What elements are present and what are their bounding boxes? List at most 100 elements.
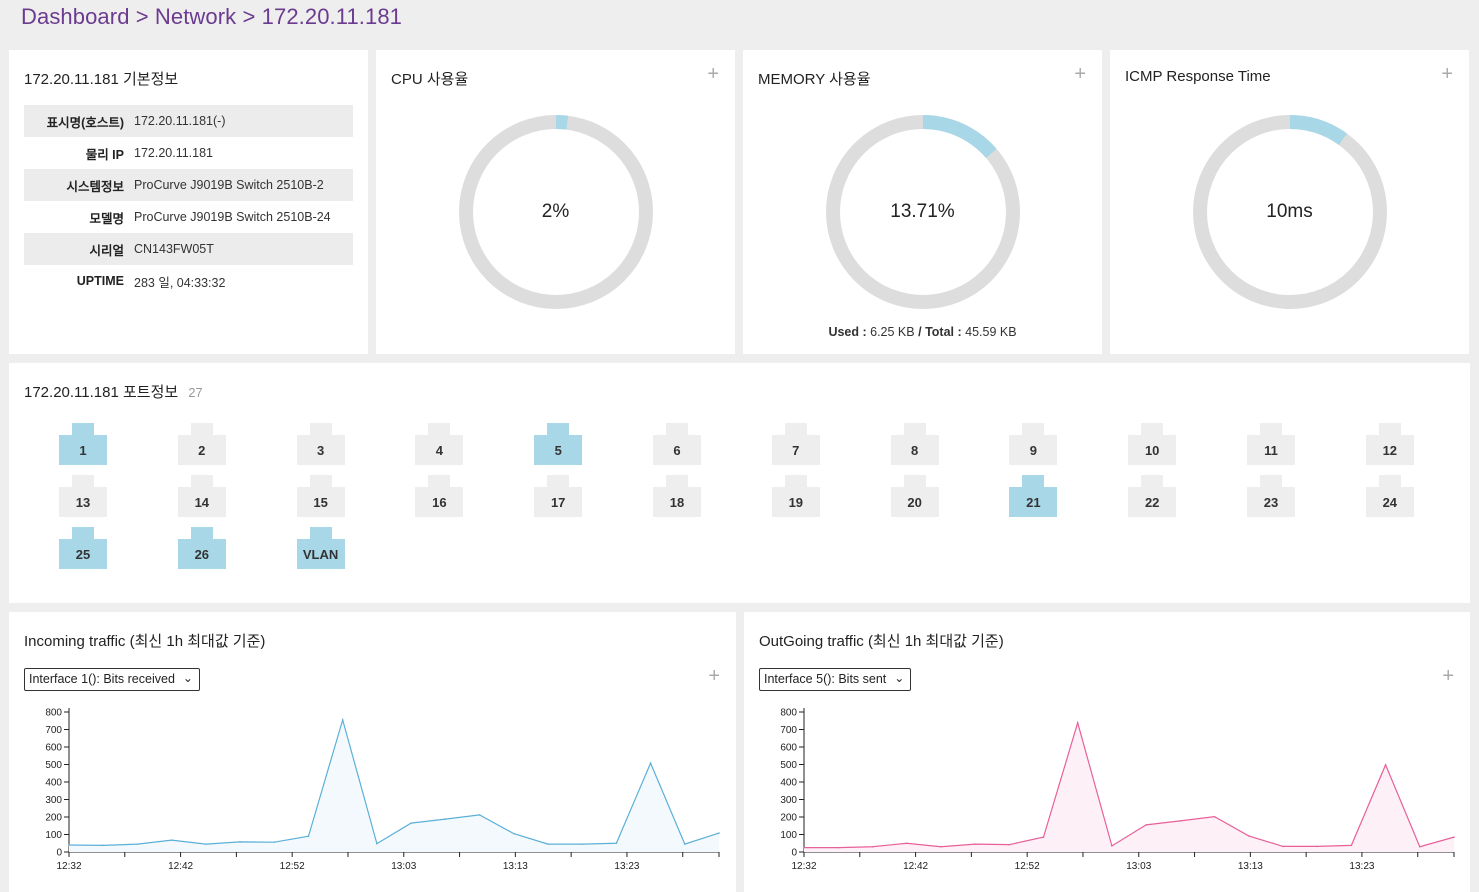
x-tick-label: 12:42 [903, 861, 928, 872]
port-tab [309, 423, 332, 437]
port-label: 10 [1128, 435, 1177, 465]
port-tab [428, 475, 451, 489]
port-2[interactable]: 2 [177, 423, 226, 465]
port-tab [72, 527, 94, 541]
expand-plus-icon[interactable]: + [1074, 63, 1086, 85]
expand-plus-icon[interactable]: + [1441, 63, 1453, 85]
port-tab [1022, 475, 1045, 489]
series-area [804, 722, 1454, 852]
data-point [341, 719, 344, 721]
port-25[interactable]: 25 [59, 527, 107, 569]
port-8[interactable]: 8 [890, 423, 939, 465]
port-tab [903, 475, 926, 489]
port-label: 19 [771, 487, 820, 517]
basic-info-table: 표시명(호스트) 172.20.11.181(-) 물리 IP 172.20.1… [24, 105, 353, 297]
port-label: 1 [59, 435, 107, 465]
x-tick-label: 12:32 [56, 861, 81, 872]
y-tick-label: 800 [45, 708, 62, 719]
separator: / [918, 325, 922, 339]
port-1[interactable]: 1 [59, 423, 107, 465]
icmp-panel: ICMP Response Time + 10ms [1110, 50, 1469, 354]
x-tick-label: 12:42 [168, 861, 193, 872]
port-7[interactable]: 7 [771, 423, 820, 465]
info-key: UPTIME [76, 274, 124, 288]
info-row-hostname: 표시명(호스트) 172.20.11.181(-) [24, 105, 353, 137]
y-tick-label: 500 [780, 760, 797, 771]
expand-plus-icon[interactable]: + [707, 63, 719, 85]
info-key: 시리얼 [89, 243, 124, 258]
expand-plus-icon[interactable]: + [708, 665, 720, 687]
data-point [1247, 835, 1250, 837]
port-label: 11 [1247, 435, 1295, 465]
port-23[interactable]: 23 [1247, 475, 1295, 517]
port-15[interactable]: 15 [296, 475, 345, 517]
data-point [649, 762, 652, 764]
port-label: 9 [1009, 435, 1058, 465]
used-label: Used : [828, 325, 867, 339]
info-value: ProCurve J9019B Switch 2510B-2 [134, 178, 324, 192]
port-11[interactable]: 11 [1247, 423, 1295, 465]
port-26[interactable]: 26 [177, 527, 226, 569]
x-tick-label: 12:52 [280, 861, 305, 872]
port-22[interactable]: 22 [1128, 475, 1177, 517]
port-tab [309, 527, 332, 541]
data-point [1453, 836, 1455, 838]
interface-select[interactable]: Interface 5(): Bits sent ⌄ [759, 668, 912, 691]
port-label: 23 [1247, 487, 1295, 517]
data-point [1418, 845, 1421, 848]
interface-select[interactable]: Interface 1(): Bits received ⌄ [24, 668, 200, 691]
info-key: 표시명(호스트) [46, 115, 124, 130]
interface-select-value: Interface 1(): Bits received [29, 672, 175, 686]
y-tick-label: 0 [56, 848, 62, 859]
port-9[interactable]: 9 [1009, 423, 1058, 465]
gauge-fill [825, 115, 1020, 309]
expand-plus-icon[interactable]: + [1442, 665, 1454, 687]
port-6[interactable]: 6 [653, 423, 701, 465]
y-tick-label: 600 [780, 743, 797, 754]
ports-title: 172.20.11.181 포트정보 [24, 384, 179, 401]
port-5[interactable]: 5 [534, 423, 583, 465]
data-point [1179, 820, 1182, 822]
info-row-serial: 시리얼 CN143FW05T [24, 233, 353, 265]
port-16[interactable]: 16 [415, 475, 464, 517]
port-10[interactable]: 10 [1128, 423, 1177, 465]
port-3[interactable]: 3 [296, 423, 345, 465]
data-point [683, 843, 686, 845]
y-tick-label: 700 [45, 725, 62, 736]
port-12[interactable]: 12 [1365, 423, 1414, 465]
port-vlan[interactable]: VLAN [296, 527, 345, 569]
port-4[interactable]: 4 [415, 423, 464, 465]
data-point [478, 814, 481, 816]
port-19[interactable]: 19 [771, 475, 820, 517]
port-tab [190, 475, 213, 489]
port-label: 3 [296, 435, 345, 465]
port-21[interactable]: 21 [1009, 475, 1058, 517]
port-tab [784, 475, 807, 489]
breadcrumb[interactable]: Dashboard > Network > 172.20.11.181 [21, 4, 403, 29]
x-tick-label: 13:13 [503, 861, 528, 872]
info-key: 시스템정보 [66, 179, 124, 194]
data-point [68, 844, 70, 846]
port-tab [1260, 475, 1282, 489]
port-tab [547, 423, 570, 437]
chevron-down-icon: ⌄ [182, 671, 193, 685]
incoming-title: Incoming traffic (최신 1h 최대값 기준) [24, 633, 266, 650]
port-label: 20 [890, 487, 939, 517]
data-point [905, 842, 908, 845]
icmp-gauge-svg [1192, 115, 1387, 309]
port-tab [547, 475, 570, 489]
data-point [136, 843, 139, 845]
port-17[interactable]: 17 [534, 475, 583, 517]
port-20[interactable]: 20 [890, 475, 939, 517]
cpu-gauge-svg [458, 115, 653, 309]
port-tab [784, 423, 807, 437]
incoming-traffic-panel: Incoming traffic (최신 1h 최대값 기준) Interfac… [9, 612, 736, 892]
info-value: 172.20.11.181 [134, 146, 214, 160]
info-value: 283 일, 04:33:32 [134, 275, 226, 290]
port-14[interactable]: 14 [177, 475, 226, 517]
port-13[interactable]: 13 [59, 475, 107, 517]
port-18[interactable]: 18 [653, 475, 701, 517]
port-24[interactable]: 24 [1365, 475, 1414, 517]
basic-info-panel: 172.20.11.181 기본정보 표시명(호스트) 172.20.11.18… [9, 50, 368, 354]
data-point [547, 843, 549, 845]
